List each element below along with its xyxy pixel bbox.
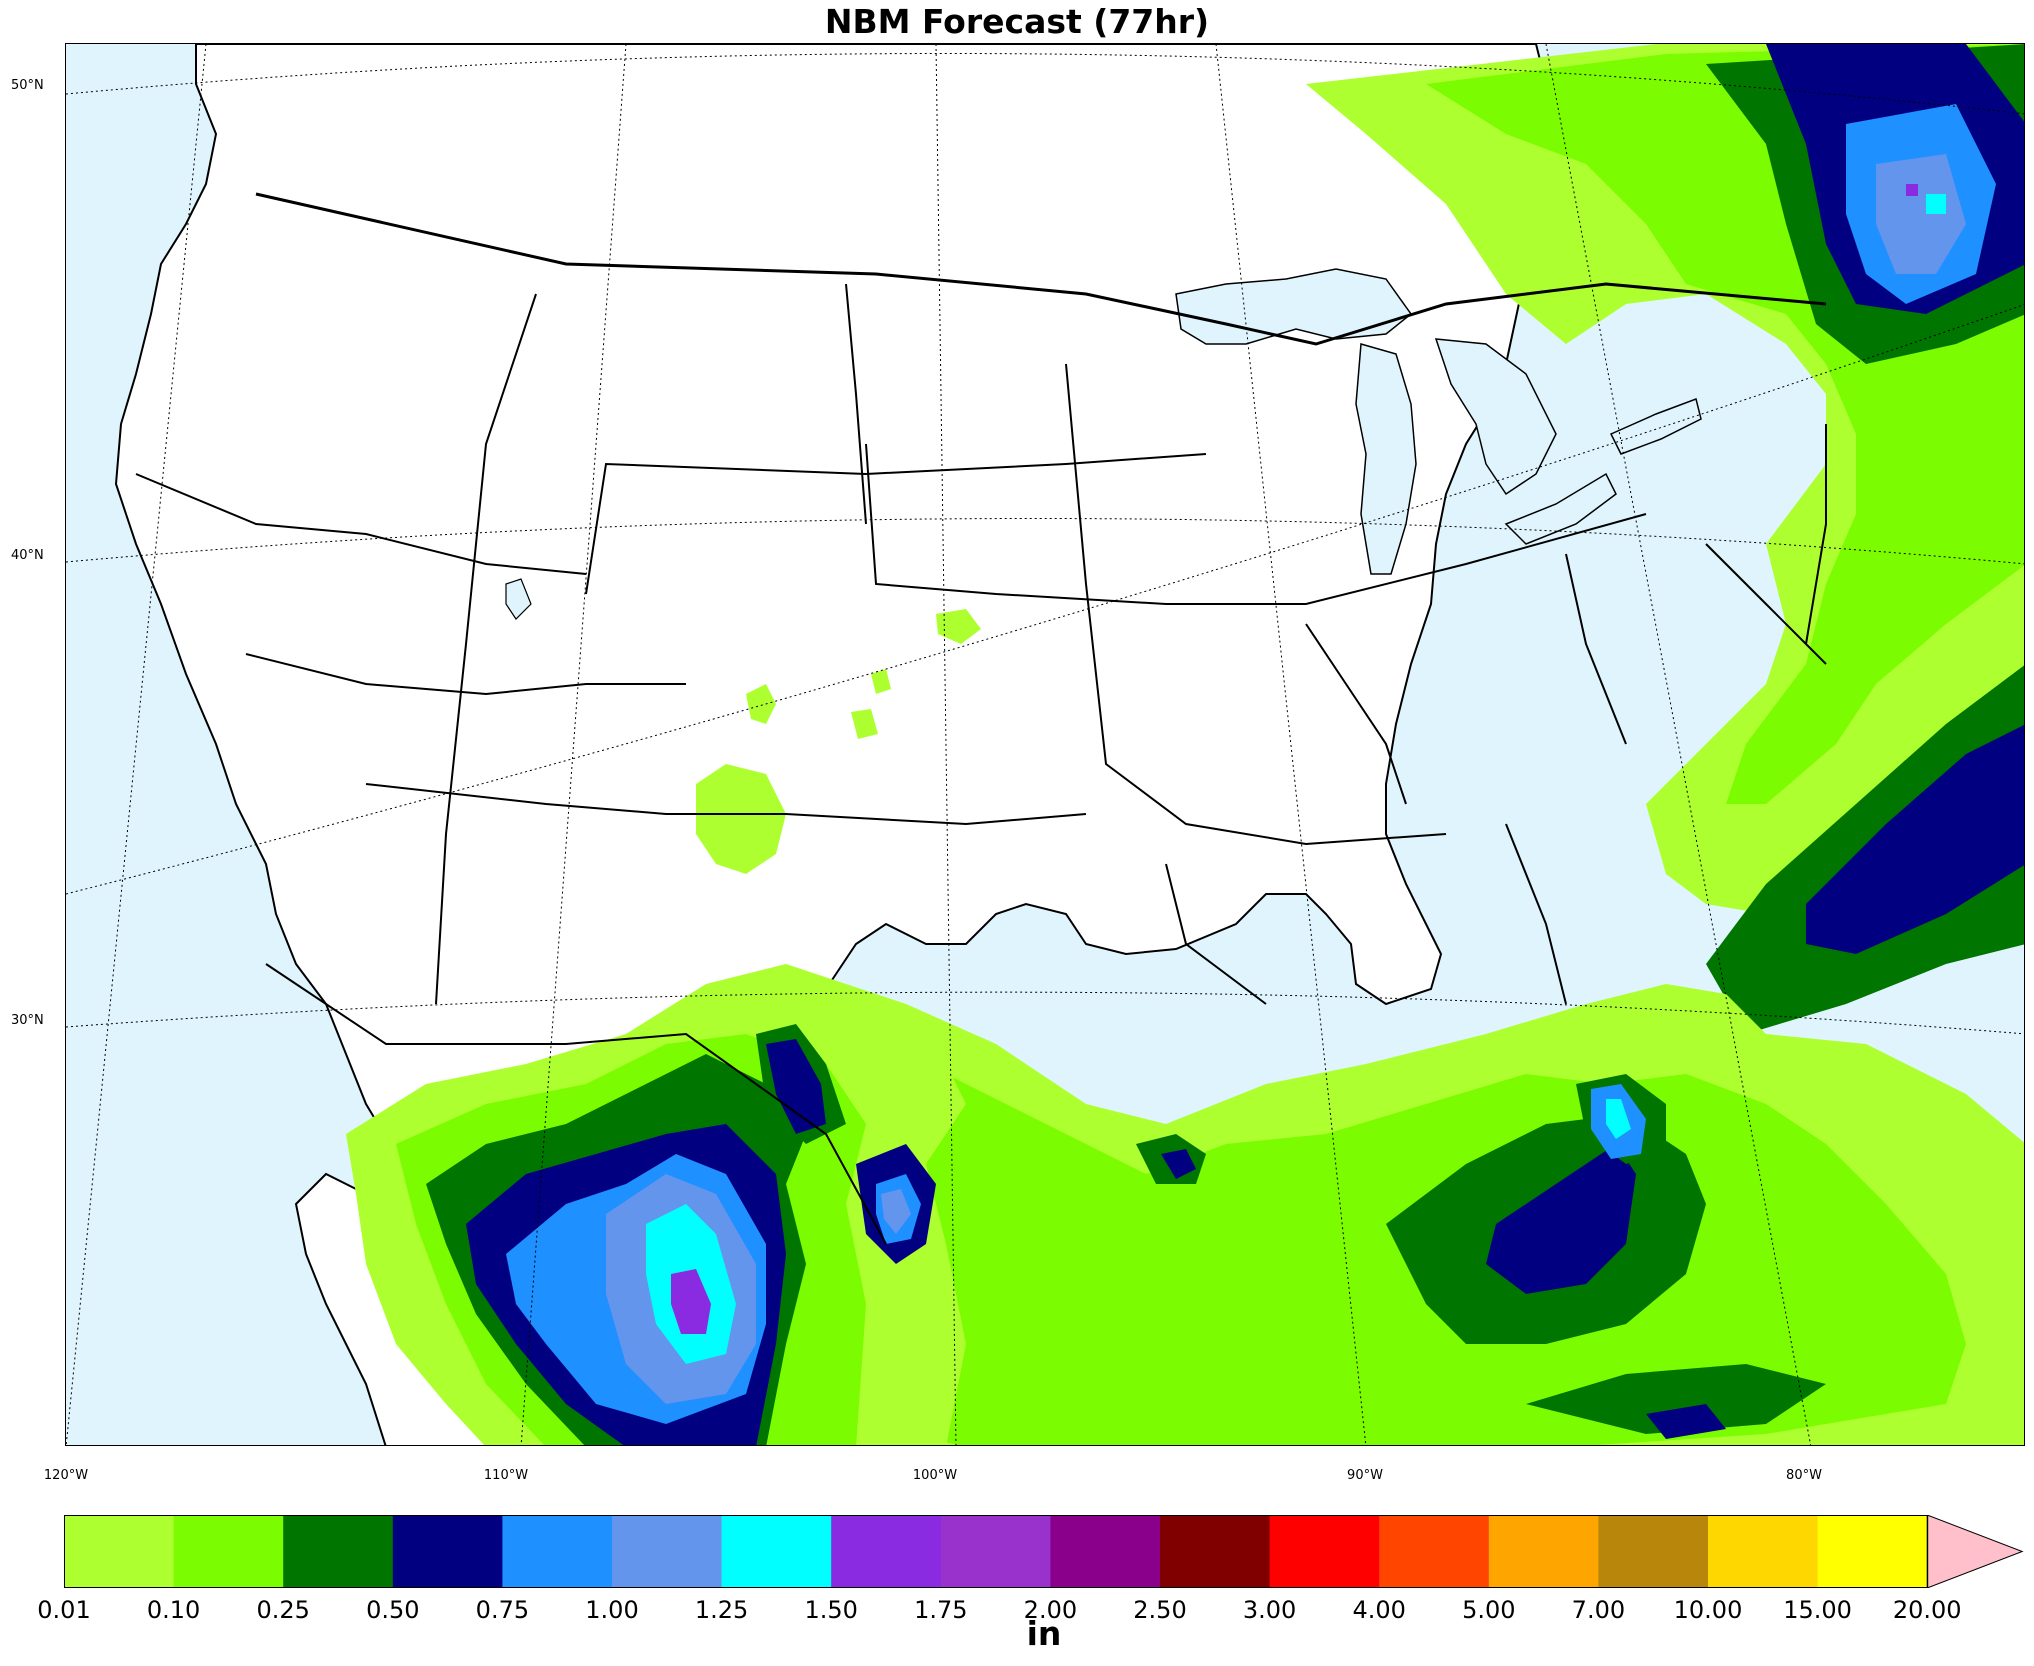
colorbar-bin bbox=[1708, 1515, 1819, 1588]
great-salt-lake bbox=[505, 578, 532, 620]
colorbar-bin bbox=[1817, 1515, 1928, 1588]
colorbar-tick-label: 0.25 bbox=[256, 1596, 310, 1624]
colorbar-tick-label: 1.00 bbox=[585, 1596, 639, 1624]
colorbar-bin bbox=[392, 1515, 503, 1588]
colorbar-tick-label: 0.01 bbox=[37, 1596, 91, 1624]
map-title: NBM Forecast (77hr) bbox=[824, 2, 1210, 41]
colorbar-bin bbox=[283, 1515, 394, 1588]
graticule bbox=[66, 44, 2024, 1445]
lat-label-40: 40°N bbox=[11, 548, 44, 563]
lon-label-100w: 100°W bbox=[912, 1468, 958, 1483]
colorbar-tick-label: 2.00 bbox=[1023, 1596, 1078, 1624]
colorbar-bin bbox=[1160, 1515, 1271, 1588]
colorbar-bin bbox=[1269, 1515, 1380, 1588]
colorbar-tick-label: 0.10 bbox=[146, 1596, 201, 1624]
colorbar-bin bbox=[173, 1515, 284, 1588]
lake-michigan bbox=[1355, 343, 1417, 575]
lake-ontario bbox=[1609, 398, 1702, 455]
colorbar-bin bbox=[1488, 1515, 1599, 1588]
lake-erie bbox=[1504, 472, 1617, 545]
colorbar-tick-label: 1.25 bbox=[694, 1596, 749, 1624]
colorbar-tick-label: 7.00 bbox=[1571, 1596, 1626, 1624]
lon-label-90w: 90°W bbox=[1347, 1468, 1383, 1483]
colorbar-bin bbox=[1050, 1515, 1161, 1588]
colorbar-bin bbox=[1598, 1515, 1709, 1588]
lat-label-50: 50°N bbox=[11, 78, 44, 93]
colorbar bbox=[64, 1515, 2024, 1588]
colorbar-bin bbox=[721, 1515, 832, 1588]
colorbar-outline bbox=[64, 1515, 1929, 1588]
colorbar-units-label: in bbox=[1026, 1614, 1062, 1653]
lat-label-30: 30°N bbox=[11, 1013, 44, 1028]
precipitation-map bbox=[65, 43, 2025, 1446]
colorbar-tick-label: 20.00 bbox=[1892, 1596, 1962, 1624]
colorbar-tick-label: 2.50 bbox=[1133, 1596, 1187, 1624]
precip-contours bbox=[346, 44, 2024, 1445]
colorbar-bin bbox=[1379, 1515, 1490, 1588]
colorbar-bin bbox=[940, 1515, 1051, 1588]
colorbar-extend-arrow bbox=[1926, 1515, 2024, 1588]
political-borders bbox=[135, 192, 1827, 1245]
colorbar-tick-label: 1.50 bbox=[804, 1596, 858, 1624]
lon-label-120w: 120°W bbox=[43, 1468, 89, 1483]
colorbar-bin bbox=[831, 1515, 942, 1588]
colorbar-bin bbox=[502, 1515, 613, 1588]
colorbar-tick-label: 3.00 bbox=[1242, 1596, 1297, 1624]
colorbar-tick-label: 4.00 bbox=[1352, 1596, 1406, 1624]
colorbar-bin bbox=[64, 1515, 175, 1588]
lake-huron bbox=[1434, 338, 1557, 496]
colorbar-bin bbox=[612, 1515, 723, 1588]
colorbar-tick-label: 0.75 bbox=[475, 1596, 530, 1624]
colorbar-tick-label: 0.50 bbox=[366, 1596, 420, 1624]
lon-label-110w: 110°W bbox=[483, 1468, 529, 1483]
colorbar-tick-label: 1.75 bbox=[914, 1596, 968, 1624]
lon-label-80w: 80°W bbox=[1786, 1468, 1822, 1483]
colorbar-tick-label: 5.00 bbox=[1462, 1596, 1516, 1624]
colorbar-tick-label: 15.00 bbox=[1783, 1596, 1852, 1624]
colorbar-tick-label: 10.00 bbox=[1673, 1596, 1743, 1624]
map-canvas bbox=[66, 44, 2024, 1445]
